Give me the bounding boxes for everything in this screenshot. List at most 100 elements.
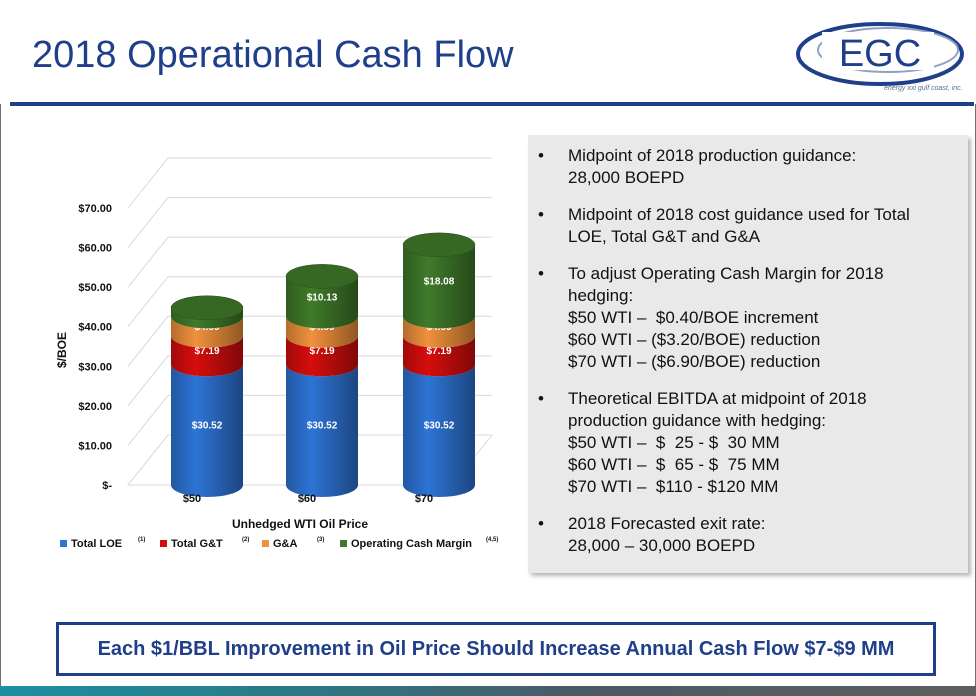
bar-segment-operating-cash-margin — [286, 276, 358, 329]
y-tick-label: $50.00 — [78, 282, 112, 294]
y-tick-label: $60.00 — [78, 243, 112, 255]
gridline — [127, 197, 492, 248]
chart-legend: Total LOE (1) Total G&T (2) G&A (3) Operating … — [60, 537, 498, 550]
gridline — [127, 315, 492, 367]
bar-segment-g-a — [171, 316, 243, 348]
bullet-line: To adjust Operating Cash Margin for 2018 — [568, 264, 884, 283]
legend-footnote: (3) — [317, 537, 324, 543]
bar-segment-operating-cash-margin — [403, 244, 475, 329]
x-axis-label: Unhedged WTI Oil Price — [232, 517, 368, 531]
bullet-line: $70 WTI – ($6.90/BOE) reduction — [568, 352, 821, 371]
bullet-line: Midpoint of 2018 cost guidance used for … — [568, 205, 910, 224]
legend-item: Total LOE (1) — [60, 537, 145, 550]
bullet-line: Midpoint of 2018 production guidance: — [568, 146, 857, 165]
gridline — [127, 394, 492, 446]
logo-tagline: energy xxi gulf coast, inc. — [884, 85, 963, 92]
gridline — [127, 276, 492, 328]
legend-swatch — [340, 540, 347, 547]
bar-segment-total-loe — [286, 364, 358, 497]
y-tick-label: $40.00 — [78, 322, 112, 334]
data-label: $7.19 — [194, 346, 219, 357]
legend-label: Operating Cash Margin — [351, 538, 472, 550]
bar-segment-g-a — [286, 316, 358, 348]
legend-item: G&A (3) — [262, 537, 324, 550]
data-label: $18.08 — [424, 277, 455, 288]
data-label: $30.52 — [424, 421, 455, 432]
legend-footnote: (1) — [138, 537, 145, 543]
bar-top — [285, 264, 359, 289]
y-tick-label: $10.00 — [78, 440, 112, 452]
x-tick-label: $70 — [415, 493, 433, 505]
x-axis-ticks: $50 $60 $70 — [183, 493, 433, 505]
legend-swatch — [60, 540, 67, 547]
company-logo: EGC — [796, 22, 964, 86]
bullet-item: • Theoretical EBITDA at midpoint of 2018 p… — [528, 388, 968, 498]
bullet-line: $50 WTI – $0.40/BOE increment — [568, 308, 819, 327]
bullet-line: production guidance with hedging: — [568, 411, 827, 430]
bar-segment-total-loe — [171, 364, 243, 497]
legend-swatch — [262, 540, 269, 547]
y-tick-label: $- — [102, 480, 112, 492]
y-tick-label: $30.00 — [78, 361, 112, 373]
legend-footnote: (2) — [242, 537, 249, 543]
logo-swoosh-inner — [817, 27, 959, 73]
bar-segment-total-g-t — [403, 335, 475, 377]
x-tick-label: $50 — [183, 493, 201, 505]
legend-item: Total G&T (2) — [160, 537, 249, 550]
bullet-item: • Midpoint of 2018 production guidance: 28… — [528, 145, 968, 189]
title-rule — [10, 102, 974, 106]
bar-segment-g-a — [403, 316, 475, 348]
legend-label: G&A — [273, 538, 298, 550]
bullet-item: • Midpoint of 2018 cost guidance used for… — [528, 204, 968, 248]
bullet-line: 2018 Forecasted exit rate: — [568, 514, 766, 533]
logo-swoosh-outer — [796, 22, 964, 86]
callout-text: Each $1/BBL Improvement in Oil Price Sho… — [97, 637, 895, 660]
y-tick-label: $20.00 — [78, 401, 112, 413]
stacked-bar-chart: $70.00 $60.00 $50.00 $40.00 $30.00 $20.00 $10.… — [55, 157, 498, 550]
chart-bars: $30.52$7.19$4.89$2.19$30.52$7.19$4.89$10… — [170, 232, 476, 497]
bar-top — [402, 232, 476, 258]
legend-label: Total LOE — [71, 538, 122, 550]
bullet-line: Theoretical EBITDA at midpoint of 2018 — [568, 389, 867, 408]
bullet-line: hedging: — [568, 286, 634, 305]
legend-label: Total G&T — [171, 538, 223, 550]
bullet-dot-icon: • — [538, 264, 544, 283]
gridline — [127, 157, 492, 209]
bar-stack: $30.52$7.19$4.89$10.13 — [285, 264, 359, 497]
logo-text: EGC — [839, 33, 921, 75]
bar-segment-total-loe — [403, 364, 475, 497]
legend-item: Operating Cash Margin (4,5) — [340, 537, 498, 550]
bar-stack: $30.52$7.19$4.89$2.19 — [170, 295, 244, 497]
bullet-dot-icon: • — [538, 205, 544, 224]
bullet-dot-icon: • — [538, 389, 544, 408]
data-label: $7.19 — [309, 346, 334, 357]
bullet-line: $60 WTI – ($3.20/BOE) reduction — [568, 330, 821, 349]
y-axis-label: $/BOE — [55, 332, 69, 368]
bullet-item: • To adjust Operating Cash Margin for 201… — [528, 263, 968, 373]
bottom-accent-bar — [0, 686, 976, 696]
bar-segment-total-g-t — [286, 335, 358, 377]
data-label: $10.13 — [307, 292, 338, 303]
page-title: 2018 Operational Cash Flow — [32, 34, 514, 76]
data-label: $30.52 — [192, 421, 223, 432]
bullet-line: $50 WTI – $ 25 - $ 30 MM — [568, 433, 780, 452]
data-label: $7.19 — [426, 346, 451, 357]
gridline — [127, 355, 492, 407]
legend-footnote: (4,5) — [486, 537, 498, 543]
legend-swatch — [160, 540, 167, 547]
bar-stack: $30.52$7.19$4.89$18.08 — [402, 232, 476, 497]
callout-box: Each $1/BBL Improvement in Oil Price Sho… — [56, 622, 936, 676]
bar-segment-total-g-t — [171, 335, 243, 377]
x-tick-label: $60 — [298, 493, 316, 505]
bullet-line: 28,000 – 30,000 BOEPD — [568, 536, 756, 555]
info-box: • Midpoint of 2018 production guidance: 28… — [528, 135, 968, 573]
bar-top — [170, 295, 244, 321]
bar-segment-operating-cash-margin — [171, 307, 243, 329]
y-axis-ticks: $70.00 $60.00 $50.00 $40.00 $30.00 $20.00 $10.… — [78, 203, 112, 492]
gridline — [127, 236, 492, 288]
bullet-line: 28,000 BOEPD — [568, 168, 685, 187]
bullet-dot-icon: • — [538, 514, 544, 533]
bullet-line: $70 WTI – $110 - $120 MM — [568, 477, 779, 496]
bullet-line: $60 WTI – $ 65 - $ 75 MM — [568, 455, 780, 474]
bullet-list: • Midpoint of 2018 production guidance: 28… — [528, 145, 968, 572]
